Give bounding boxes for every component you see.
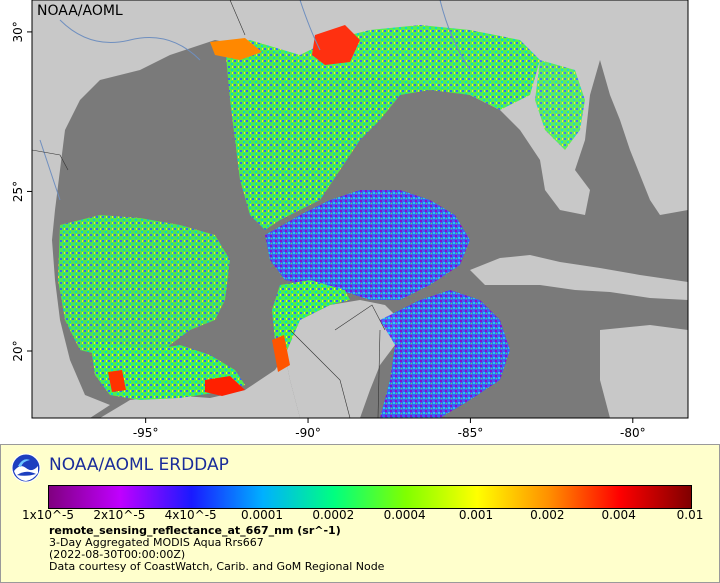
map-canvas: -95° -90° -85° -80° 30° 25° 20°: [11, 0, 689, 440]
reflectance-west-gulf: [58, 215, 230, 360]
land-cuba: [470, 255, 688, 300]
time-stamp: (2022-08-30T00:00:00Z): [49, 548, 186, 561]
high-reflectance-veracruz: [108, 370, 126, 392]
latitude-tick-label: 30°: [11, 21, 25, 42]
land-florida: [560, 0, 688, 215]
border-line: [289, 329, 351, 418]
variable-name: remote_sensing_reflectance_at_667_nm (sr…: [49, 524, 341, 537]
colorbar-tick-label: 0.0004: [383, 508, 426, 522]
river-line: [39, 139, 61, 201]
colorbar-tick-label: 0.0002: [312, 508, 355, 522]
border-line: [377, 329, 381, 418]
map-panel: -95° -90° -85° -80° 30° 25° 20° NOAA/AOML: [11, 0, 689, 440]
colorbar-tick-label: 0.01: [676, 508, 704, 522]
colorbar-tick-label: 1x10^-5: [21, 508, 75, 522]
land-mexico-south: [100, 355, 300, 418]
river-line: [439, 0, 471, 71]
reflectance-campeche-bank: [272, 280, 350, 355]
plot-frame: [31, 0, 689, 419]
colorbar: [48, 485, 692, 509]
high-reflectance-louisiana: [210, 38, 262, 60]
high-reflectance-tabasco: [205, 376, 245, 396]
land-caribbean: [600, 325, 688, 418]
colorbar-tick-label: 0.004: [601, 508, 636, 522]
colorbar-tick-label: 0.002: [530, 508, 565, 522]
land-yucatan: [285, 300, 400, 418]
map-watermark: NOAA/AOML: [35, 3, 125, 19]
longitude-tick-label: -80°: [620, 426, 646, 440]
colorbar-tick-label: 0.001: [458, 508, 494, 522]
latitude-axis: 30° 25° 20°: [11, 21, 32, 362]
river-line: [59, 19, 201, 61]
reflectance-florida-shelf: [535, 60, 585, 150]
latitude-tick-label: 25°: [11, 181, 25, 202]
longitude-tick-label: -85°: [458, 426, 484, 440]
data-credit: Data courtesy of CoastWatch, Carib. and …: [49, 560, 385, 573]
colorbar-tick-label: 0.0001: [241, 508, 283, 522]
reflectance-caribbean: [380, 290, 510, 418]
latitude-tick-label: 20°: [11, 340, 25, 361]
reflectance-central-gulf: [265, 190, 470, 300]
noaa-logo-icon: [11, 453, 41, 487]
longitude-tick-label: -95°: [133, 426, 159, 440]
dataset-info: remote_sensing_reflectance_at_667_nm (sr…: [49, 525, 384, 573]
border-line: [32, 149, 69, 171]
high-reflectance-mississippi: [312, 25, 360, 65]
legend-title: NOAA/AOML ERDDAP: [49, 455, 229, 475]
border-line: [229, 0, 246, 36]
land-us-gulf-coast: [32, 0, 688, 418]
dataset-name: 3-Day Aggregated MODIS Aqua Rrs667: [49, 536, 264, 549]
high-reflectance-yucatan: [272, 335, 290, 372]
river-line: [299, 0, 321, 51]
longitude-axis: -95° -90° -85° -80°: [133, 418, 646, 440]
legend-panel: NOAA/AOML ERDDAP 1x10^-5 2x10^-5 4x10^-5 0.…: [0, 444, 720, 583]
colorbar-tick-label: 4x10^-5: [164, 508, 217, 522]
colorbar-tick-label: 2x10^-5: [93, 508, 146, 522]
longitude-tick-label: -90°: [295, 426, 321, 440]
border-line: [334, 304, 386, 331]
reflectance-north-gulf: [225, 25, 540, 230]
